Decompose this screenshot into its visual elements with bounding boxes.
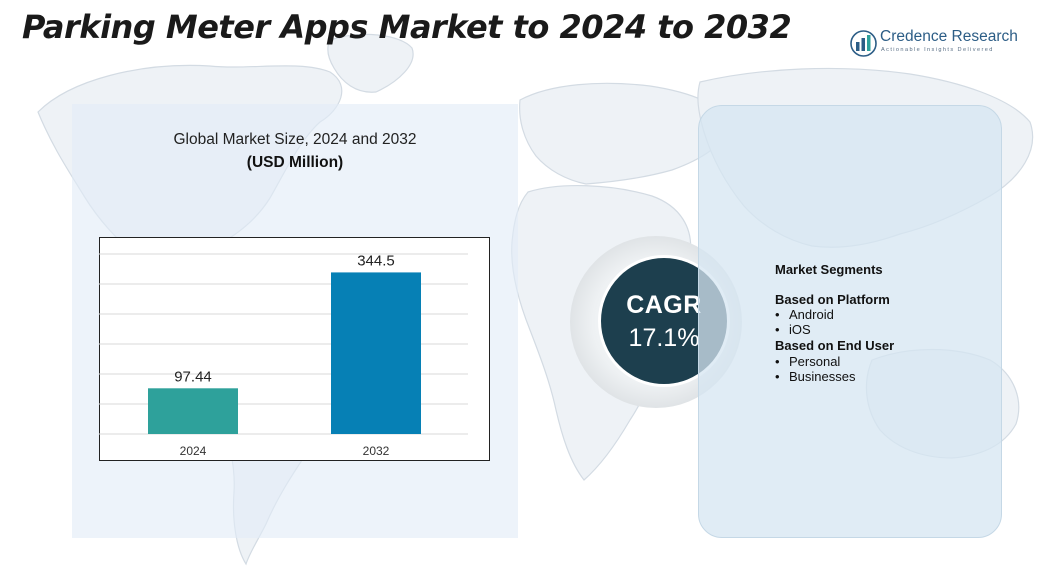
segments-heading: Market Segments: [775, 262, 883, 277]
chart-unit: (USD Million): [246, 154, 344, 171]
cagr-label: CAGR: [626, 291, 702, 319]
bullet: •: [775, 354, 780, 369]
chart-title: Global Market Size, 2024 and 2032: [173, 131, 417, 148]
bullet: •: [775, 369, 780, 384]
segment-item-label: Android: [789, 307, 834, 322]
segment-item: • Businesses: [775, 369, 855, 384]
segment-group-title: Based on End User: [775, 338, 895, 353]
logo-tagline: Actionable Insights Delivered: [881, 47, 994, 53]
bullet: •: [775, 322, 780, 337]
logo-bars-icon: [850, 30, 877, 57]
segment-item-label: Personal: [789, 354, 841, 369]
value-label-2032: 344.5: [357, 252, 395, 269]
bullet: •: [775, 307, 780, 322]
segments-panel: [698, 105, 1002, 538]
brand-logo[interactable]: Credence Research Actionable Insights De…: [850, 28, 1030, 58]
cagr-value: 17.1%: [628, 324, 700, 352]
bar-2024: [148, 388, 238, 434]
logo-name: Credence Research: [880, 28, 1018, 45]
bar-2032: [331, 272, 421, 434]
segment-item-label: iOS: [789, 322, 811, 337]
page-title: Parking Meter Apps Market to 2024 to 203…: [22, 8, 792, 46]
segment-item: • Personal: [775, 354, 840, 369]
segment-item: • iOS: [775, 322, 811, 337]
chart-frame: [99, 237, 490, 461]
bar-chart: 97.44 344.5 2024 2032: [99, 237, 490, 461]
value-label-2024: 97.44: [174, 368, 212, 385]
category-label-2032: 2032: [363, 444, 390, 458]
segment-group-title: Based on Platform: [775, 292, 890, 307]
segment-item: • Android: [775, 307, 834, 322]
segment-item-label: Businesses: [789, 369, 856, 384]
category-label-2024: 2024: [180, 444, 207, 458]
